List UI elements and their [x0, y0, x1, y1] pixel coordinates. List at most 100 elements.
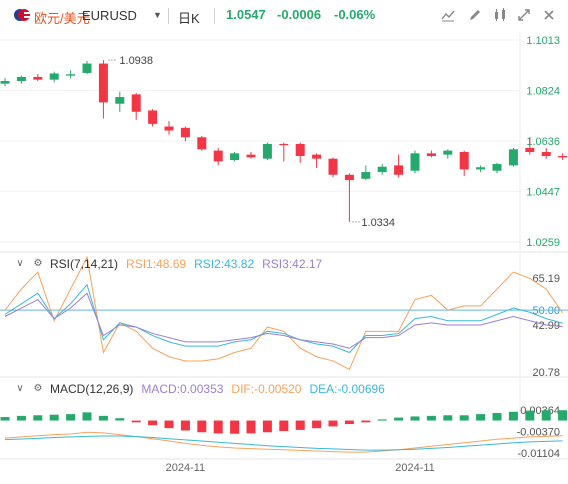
macd-histogram-bar — [508, 411, 518, 421]
macd-histogram-bar — [492, 412, 502, 421]
candle-body — [426, 153, 436, 157]
candle-body — [0, 80, 10, 84]
candle-body — [459, 151, 469, 170]
macd-histogram-bar — [148, 420, 158, 426]
candle-body — [230, 153, 240, 161]
macd-name: MACD(12,26,9) — [50, 382, 134, 396]
rsi-name: RSI(7,14,21) — [50, 257, 119, 271]
dea-line — [4, 435, 563, 451]
chart-header: 欧元/美元 EURUSD ▼ 日K 1.0547 -0.0006 -0.06% — [0, 0, 568, 32]
macd-histogram-bar — [262, 420, 272, 433]
rsi-legend: ∨ ⚙ RSI(7,14,21) RSI1:48.69 RSI2:43.82 R… — [14, 257, 330, 271]
candle-body — [197, 137, 207, 150]
macd-histogram-bar — [344, 420, 354, 425]
macd-histogram-bar — [213, 420, 223, 434]
rsi2-value: RSI2:43.82 — [194, 257, 255, 271]
macd-histogram-bar — [279, 420, 289, 432]
macd-histogram-bar — [49, 414, 59, 421]
candle-body — [344, 174, 354, 181]
macd-histogram-bar — [115, 418, 125, 421]
macd-histogram-bar — [180, 420, 190, 431]
candle-body — [279, 143, 289, 146]
candle-body — [82, 63, 92, 73]
candle-body — [115, 97, 125, 104]
macd-histogram-bar — [246, 420, 256, 434]
macd-histogram-bar — [476, 414, 486, 421]
price-axis-label: 1.0447 — [526, 187, 560, 199]
macd-histogram-bar — [377, 419, 387, 421]
macd-histogram-bar — [328, 420, 338, 427]
macd-axis-label: -0.00370 — [517, 426, 560, 438]
x-axis-label: 2024-11 — [166, 462, 206, 474]
rsi-axis-label: 50.00 — [532, 305, 560, 317]
price-change-pct: -0.06% — [334, 7, 376, 22]
candle-body — [361, 172, 371, 179]
collapse-icon[interactable]: ∨ — [16, 258, 24, 269]
candle-body — [558, 156, 568, 158]
pair-name[interactable]: 欧元/美元 — [34, 11, 90, 26]
candle-body — [131, 94, 141, 112]
high-label: 1.0938 — [119, 55, 153, 67]
dif-line — [4, 431, 563, 453]
price-axis-label: 1.0636 — [526, 136, 560, 148]
candle-body — [312, 154, 322, 159]
chart-style-icon[interactable] — [440, 8, 456, 24]
price-axis-label: 1.0259 — [526, 237, 560, 249]
macd-histogram-bar — [525, 410, 535, 421]
settings-icon[interactable]: ⚙ — [33, 258, 43, 269]
pair-code[interactable]: EURUSD — [82, 8, 137, 23]
candle-body — [180, 127, 190, 138]
close-icon[interactable] — [541, 8, 557, 24]
candle-body — [164, 126, 174, 131]
macd-histogram-bar — [230, 420, 240, 434]
pair-dropdown-icon[interactable]: ▼ — [153, 10, 162, 20]
macd-histogram-bar — [131, 420, 141, 423]
macd-histogram-bar — [0, 417, 10, 421]
macd-histogram-bar — [16, 415, 26, 421]
candle-body — [33, 76, 43, 80]
eu-us-flag-icon — [14, 9, 30, 21]
candle-body — [246, 154, 256, 158]
macd-histogram-bar — [394, 417, 404, 421]
candle-body — [492, 164, 502, 171]
candle-body — [541, 151, 551, 157]
macd-legend: ∨ ⚙ MACD(12,26,9) MACD:0.00353 DIF:-0.00… — [14, 382, 393, 396]
macd-histogram-bar — [541, 410, 551, 421]
settings-icon[interactable]: ⚙ — [33, 383, 43, 394]
collapse-icon[interactable]: ∨ — [16, 383, 24, 394]
candle-body — [525, 147, 535, 152]
macd-value: MACD:0.00353 — [141, 382, 224, 396]
dea-value: DEA:-0.00696 — [309, 382, 385, 396]
candle-body — [443, 150, 453, 155]
candle-body — [377, 166, 387, 173]
price-axis-label: 1.1013 — [526, 35, 560, 47]
macd-histogram-bar — [443, 415, 453, 421]
candle-body — [213, 150, 223, 162]
indicator-icon[interactable] — [492, 8, 508, 24]
x-axis-label: 2024-11 — [395, 462, 435, 474]
rsi1-value: RSI1:48.69 — [126, 257, 187, 271]
period-selector[interactable]: 日K — [178, 11, 200, 26]
rsi-axis-label: 65.19 — [532, 273, 560, 285]
macd-histogram-bar — [558, 410, 568, 421]
candle-body — [16, 76, 26, 81]
candle-body — [328, 158, 338, 175]
candle-body — [295, 143, 305, 157]
macd-histogram-bar — [459, 415, 469, 421]
macd-histogram-bar — [164, 420, 174, 429]
macd-histogram-bar — [197, 420, 207, 433]
header-divider — [168, 8, 169, 24]
candle-body — [49, 73, 59, 80]
rsi-axis-label: 20.78 — [532, 367, 560, 379]
fullscreen-icon[interactable] — [516, 8, 532, 24]
macd-histogram-bar — [66, 414, 76, 421]
candle-body — [262, 143, 272, 159]
last-price: 1.0547 — [226, 7, 266, 22]
draw-icon[interactable] — [467, 8, 483, 24]
rsi3-value: RSI3:42.17 — [262, 257, 323, 271]
candle-body — [66, 74, 76, 76]
macd-histogram-bar — [98, 415, 108, 421]
macd-histogram-bar — [312, 420, 322, 429]
rsi3-line — [4, 292, 563, 349]
